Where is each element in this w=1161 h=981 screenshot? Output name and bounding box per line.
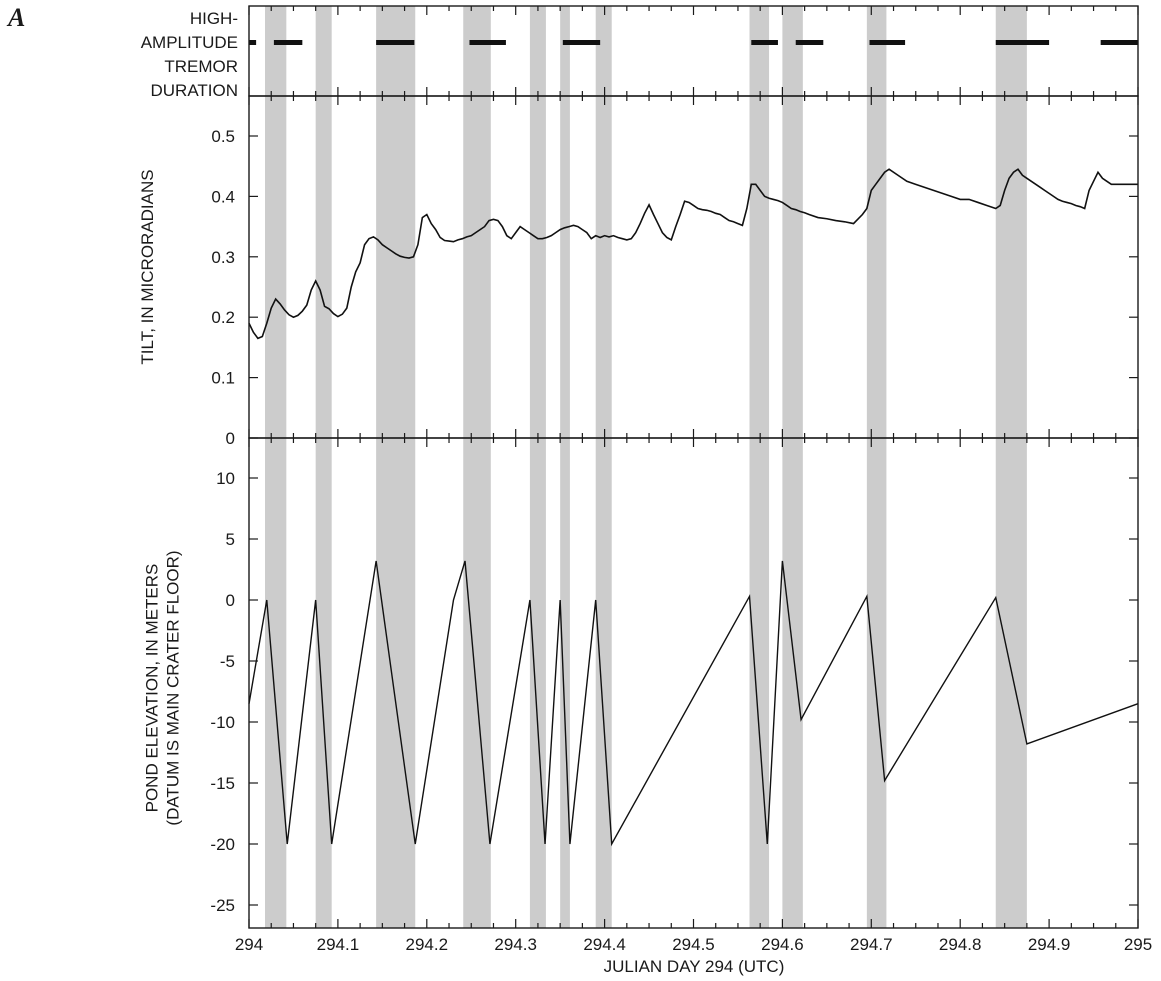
x-tick-label: 294.4 — [583, 935, 626, 954]
x-tick-label: 294.9 — [1028, 935, 1071, 954]
tremor-bar-8 — [869, 40, 906, 45]
tremor-bar-2 — [273, 40, 303, 45]
pond-y-tick-label: -5 — [220, 652, 235, 671]
tilt-y-tick-label: 0.2 — [211, 308, 235, 327]
shaded-interval-7 — [595, 6, 612, 928]
data-lines — [248, 168, 1139, 847]
tremor-bar-1 — [249, 40, 257, 45]
shaded-interval-10 — [866, 6, 887, 928]
axis-labels: A JULIAN DAY 294 (UTC) 294 294.1 294.2 294.… — [6, 3, 1152, 976]
tremor-label-line: AMPLITUDE — [141, 33, 238, 52]
tremor-duration-bars — [249, 40, 1138, 45]
tremor-label-line: HIGH- — [190, 9, 238, 28]
tilt-y-axis-title-line: TILT, IN MICRORADIANS — [138, 169, 157, 364]
tremor-bar-4 — [469, 40, 506, 45]
pond-y-axis-title: POND ELEVATION, IN METERS (DATUM IS MAIN … — [143, 550, 183, 825]
tilt-y-tick-label: 0 — [226, 429, 235, 448]
panel-letter: A — [6, 3, 25, 32]
x-tick-label: 294.3 — [494, 935, 537, 954]
pond-y-axis-title-line: POND ELEVATION, IN METERS — [143, 564, 162, 813]
pond-y-axis-title-line: (DATUM IS MAIN CRATER FLOOR) — [164, 550, 183, 825]
pond-y-tick-label: -15 — [210, 774, 235, 793]
shaded-interval-3 — [376, 6, 416, 928]
x-tick-label: 294.6 — [761, 935, 804, 954]
tilt-y-axis-title: TILT, IN MICRORADIANS — [138, 169, 157, 364]
x-tick-label: 294.8 — [939, 935, 982, 954]
tremor-label-line: DURATION — [150, 81, 238, 100]
tremor-bar-5 — [562, 40, 601, 45]
tilt-y-tick-label: 0.1 — [211, 369, 235, 388]
pond-y-tick-label: -10 — [210, 713, 235, 732]
tremor-bar-10 — [1100, 40, 1138, 45]
x-tick-label: 294.5 — [672, 935, 715, 954]
tremor-label-line: TREMOR — [164, 57, 238, 76]
pond-y-tick-label: 10 — [216, 469, 235, 488]
tremor-bar-9 — [995, 40, 1050, 45]
pond-y-tick-label: -20 — [210, 835, 235, 854]
tilt-series-line — [248, 168, 1138, 340]
shaded-interval-1 — [265, 6, 287, 928]
tremor-bar-6 — [751, 40, 778, 45]
shaded-interval-8 — [749, 6, 770, 928]
pond-y-tick-label: -25 — [210, 896, 235, 915]
shaded-interval-6 — [560, 6, 570, 928]
axis-ticks — [248, 6, 1139, 928]
shaded-interval-2 — [315, 6, 332, 928]
tilt-y-tick-label: 0.4 — [211, 187, 235, 206]
x-tick-label: 294.7 — [850, 935, 893, 954]
tilt-y-tick-label: 0.3 — [211, 248, 235, 267]
shaded-interval-4 — [463, 6, 491, 928]
shaded-interval-5 — [529, 6, 546, 928]
tilt-y-tick-label: 0.5 — [211, 127, 235, 146]
shaded-intervals — [265, 6, 1027, 928]
pond-y-tick-label: 0 — [226, 591, 235, 610]
shaded-interval-9 — [782, 6, 803, 928]
tremor-bar-7 — [795, 40, 824, 45]
x-tick-label: 294 — [235, 935, 263, 954]
shaded-interval-11 — [995, 6, 1027, 928]
x-tick-label: 294.2 — [406, 935, 449, 954]
tremor-bar-3 — [376, 40, 415, 45]
x-axis-title: JULIAN DAY 294 (UTC) — [604, 957, 785, 976]
x-tick-label: 294.1 — [317, 935, 360, 954]
pond-series-line — [248, 560, 1139, 847]
pond-y-tick-label: 5 — [226, 530, 235, 549]
x-tick-label: 295 — [1124, 935, 1152, 954]
